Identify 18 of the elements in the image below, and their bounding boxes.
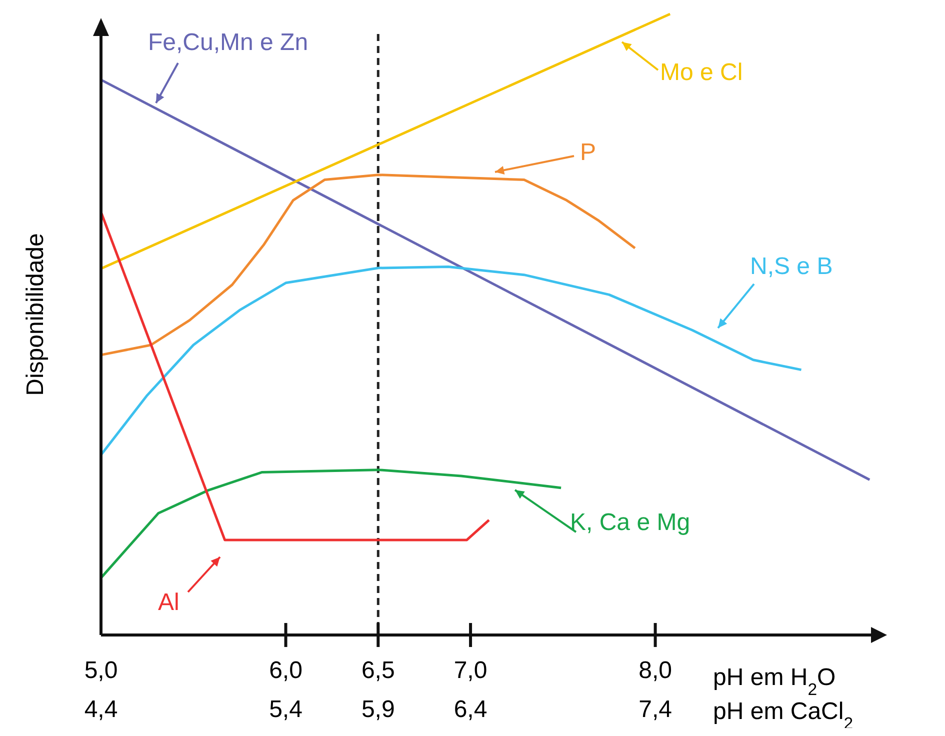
x2-tick-label: 7,4 bbox=[638, 696, 672, 723]
legend-label: K, Ca e Mg bbox=[570, 509, 690, 536]
x-tick-label: 8,0 bbox=[638, 657, 672, 684]
x-tick-label: 6,5 bbox=[361, 657, 395, 684]
x-tick-label: 6,0 bbox=[269, 657, 302, 684]
x-axis-title: pH em H$_{2}$O bbox=[713, 664, 836, 698]
y-axis-title: Disponibilidade bbox=[22, 233, 49, 396]
series-label: Fe,Cu,Mn e Zn bbox=[148, 29, 308, 56]
x2-tick-label: 6,4 bbox=[454, 696, 488, 723]
x-tick-label: 7,0 bbox=[454, 657, 488, 684]
x2-tick-label: 4,4 bbox=[84, 696, 118, 723]
legend-label: P bbox=[580, 139, 596, 166]
text: Al bbox=[158, 589, 180, 616]
x2-tick-label: 5,9 bbox=[361, 696, 395, 723]
x-tick-label: 5,0 bbox=[84, 657, 118, 684]
text: N,S e B bbox=[750, 253, 833, 280]
x2-tick-label: 5,4 bbox=[269, 696, 302, 723]
legend-label: Mo e Cl bbox=[660, 59, 743, 86]
